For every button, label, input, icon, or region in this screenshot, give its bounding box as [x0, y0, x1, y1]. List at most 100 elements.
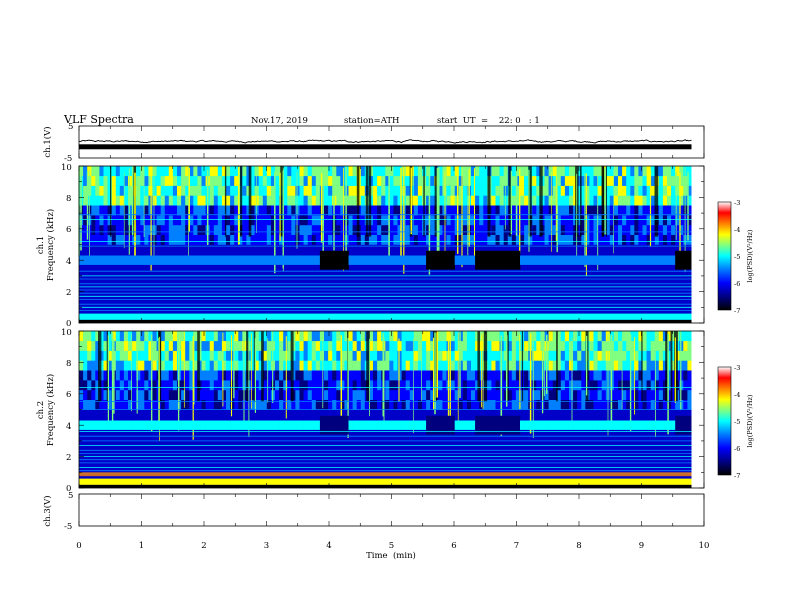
spectrogram-cell [450, 195, 455, 206]
spectrogram-cell [311, 234, 317, 245]
spectrogram-cell [389, 389, 394, 400]
spectrogram-cell [213, 370, 219, 381]
spectrogram-cell [373, 331, 378, 342]
spectrogram-low-band [79, 313, 692, 320]
spectrogram-cell [83, 340, 88, 351]
spectrogram-cell [450, 340, 455, 351]
spectrogram-cell [442, 224, 447, 235]
spectrogram-cell [466, 350, 472, 361]
spectrogram-cell [103, 331, 108, 342]
spectrogram-cell [560, 185, 566, 196]
spectrogram-cell [132, 350, 137, 361]
spectrogram-dark-streak [483, 331, 488, 402]
spectrogram-band-4khz [193, 255, 198, 265]
spectrogram-cell [234, 389, 239, 400]
spectrogram-cell [638, 175, 643, 186]
spectrogram-cell [152, 370, 157, 381]
spectrogram-cell [287, 380, 292, 391]
spectrogram-cell [95, 340, 100, 351]
x-axis-tick-labels: 0 1 2 3 4 5 6 7 8 9 10 [76, 541, 709, 551]
spectrogram-cell [352, 175, 357, 186]
spectrogram-cell [226, 166, 231, 177]
spectrogram-cell [123, 234, 129, 245]
spectrogram-band-4khz [119, 255, 125, 265]
spectrogram-cell [536, 224, 541, 235]
spectrogram-cell [189, 370, 194, 381]
spectrogram-cell [638, 224, 643, 235]
spectrogram-cell [552, 166, 558, 177]
spectrogram-cell [189, 195, 194, 206]
spectrogram-cell [638, 195, 643, 206]
spectrogram-cell [140, 340, 145, 351]
spectrogram-cell [295, 166, 300, 177]
spectrogram-cell [654, 360, 660, 371]
spectrogram-cell [658, 340, 664, 351]
spectrogram-cell [123, 185, 129, 196]
spectrogram-cell [315, 340, 321, 351]
spectrogram-band-4khz [279, 255, 284, 265]
spectrogram-cell [597, 234, 602, 245]
spectrogram-band-4khz [254, 255, 259, 265]
spectrogram-cell [605, 215, 611, 226]
spectrogram-cell [634, 205, 639, 216]
spectrogram-cell [209, 234, 215, 245]
spectrogram-cell [601, 360, 607, 371]
spectrogram-cell [205, 360, 210, 371]
spectrogram-cell [307, 331, 313, 342]
spectrogram-cell [311, 195, 317, 206]
spectrogram-band-4khz [299, 420, 304, 430]
spectrogram-cell [136, 185, 141, 196]
spectrogram-cell [99, 360, 104, 371]
spectrogram-cell [193, 350, 198, 361]
spectrogram-cell [340, 399, 345, 410]
spectrogram-cell [585, 215, 590, 226]
spectrogram-cell [160, 340, 166, 351]
spectrogram-cell [99, 234, 104, 245]
spectrogram-cell [128, 399, 133, 410]
spectrogram-cell [667, 205, 672, 216]
spectrogram-cell [409, 389, 415, 400]
spectrogram-cell [671, 340, 676, 351]
spectrogram-cell [266, 224, 272, 235]
spectrogram-cell [95, 389, 100, 400]
ch1-ytick-0: 0 [66, 319, 71, 329]
spectrogram-cell [238, 234, 243, 245]
spectrogram-cell [593, 380, 598, 391]
spectrogram-cell [642, 340, 647, 351]
spectrogram-band-4khz [168, 420, 174, 430]
spectrogram-cell [340, 350, 345, 361]
spectrogram-cell [360, 185, 366, 196]
spectrogram-cell [328, 399, 333, 410]
spectrogram-cell [671, 234, 676, 245]
spectrogram-cell [315, 331, 321, 342]
ch1-waveform-frame [78, 125, 705, 159]
spectrogram-cell [189, 185, 194, 196]
spectrogram-dark-streak [280, 166, 284, 237]
spectrogram-cell [458, 215, 464, 226]
spectrogram-cell [107, 224, 112, 235]
spectrogram-cell [564, 350, 570, 361]
spectrogram-cell [687, 234, 692, 245]
spectrogram-cell [344, 331, 349, 342]
spectrogram-cell [426, 380, 431, 391]
spectrogram-cell [258, 370, 264, 381]
spectrogram-cell [671, 370, 676, 381]
spectrogram-band-4khz [544, 420, 549, 430]
spectrogram-cell [662, 195, 668, 206]
spectrogram-cell [630, 175, 635, 186]
spectrogram-cell [618, 205, 623, 216]
spectrogram-cell [107, 195, 112, 206]
spectrogram-cell [675, 166, 680, 177]
spectrogram-band-4khz [275, 420, 280, 430]
spectrogram-cell [123, 195, 129, 206]
spectrogram-cell [564, 399, 570, 410]
spectrogram-cell [626, 175, 631, 186]
spectrogram-band-gap [515, 415, 521, 435]
spectrogram-cell [536, 195, 541, 206]
spectrogram-cell [556, 175, 562, 186]
x-tick-label: 3 [264, 541, 269, 551]
spectrogram-cell [156, 185, 161, 196]
spectrogram-cell [250, 234, 255, 245]
spectrogram-cell [348, 166, 353, 177]
spectrogram-cell [593, 224, 598, 235]
